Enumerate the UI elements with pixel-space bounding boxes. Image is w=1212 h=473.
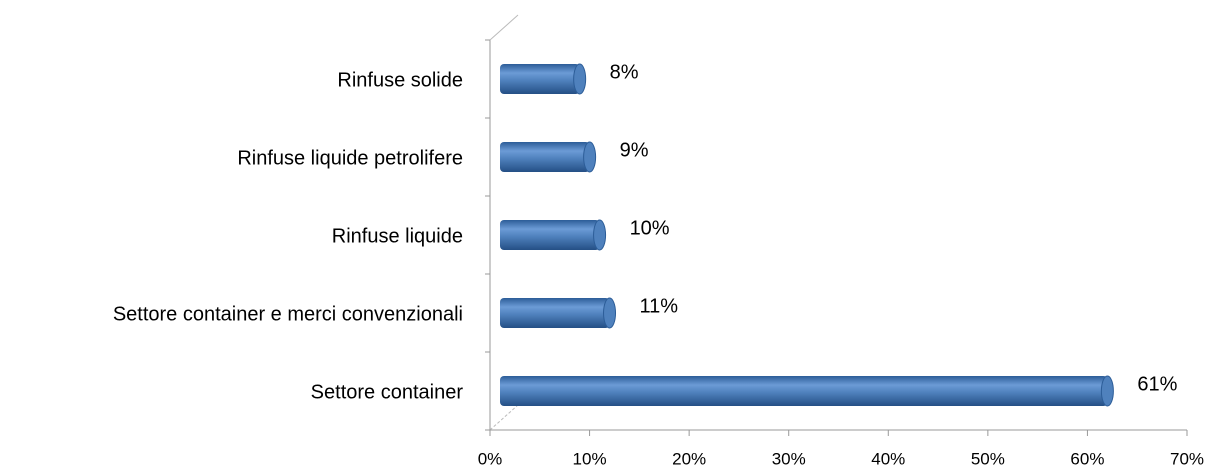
bar [500, 220, 600, 250]
x-tick-label: 40% [871, 449, 905, 468]
x-tick-label: 50% [971, 449, 1005, 468]
bar [500, 376, 1108, 406]
floor-edge [489, 404, 519, 431]
y-tick-label: Settore container [311, 381, 464, 403]
x-tick-label: 20% [672, 449, 706, 468]
y-tick-label: Rinfuse liquide [332, 225, 463, 247]
wall-edge [489, 14, 519, 41]
value-label: 8% [610, 61, 639, 83]
x-tick-label: 0% [478, 449, 503, 468]
bar-cap [603, 297, 617, 329]
bar-cap [583, 141, 597, 173]
value-label: 9% [620, 139, 649, 161]
bar [500, 142, 590, 172]
x-tick-label: 10% [573, 449, 607, 468]
value-label: 11% [640, 295, 679, 317]
y-tick-label: Rinfuse solide [337, 69, 463, 91]
x-tick-label: 70% [1170, 449, 1204, 468]
bar [500, 64, 580, 94]
value-label: 10% [630, 217, 670, 239]
value-label: 61% [1137, 373, 1177, 395]
x-tick-label: 60% [1070, 449, 1104, 468]
bar-cap [593, 219, 607, 251]
bar [500, 298, 610, 328]
bar-cap [1100, 375, 1114, 407]
y-tick-label: Settore container e merci convenzionali [113, 303, 463, 325]
bar-cap [573, 63, 587, 95]
y-tick-label: Rinfuse liquide petrolifere [237, 147, 463, 169]
x-tick-label: 30% [772, 449, 806, 468]
